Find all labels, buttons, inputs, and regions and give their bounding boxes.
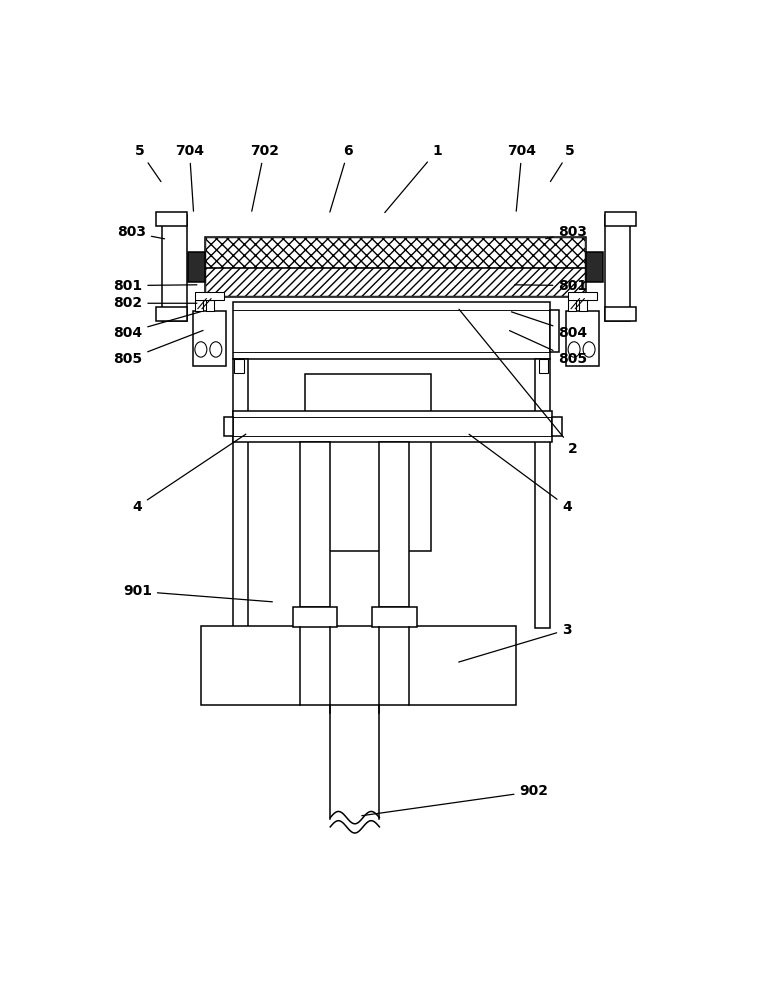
Text: 802: 802	[113, 296, 197, 310]
Circle shape	[209, 342, 222, 357]
Text: 803: 803	[117, 225, 165, 239]
Bar	[195, 300, 203, 311]
Bar	[233, 302, 550, 359]
Bar	[605, 307, 636, 321]
Bar	[567, 311, 599, 366]
Bar	[206, 238, 585, 268]
Bar	[605, 215, 631, 321]
Bar	[293, 607, 338, 627]
Bar	[305, 374, 431, 551]
Bar	[301, 442, 330, 607]
Text: 803: 803	[546, 225, 587, 239]
Text: 805: 805	[509, 331, 587, 366]
Bar	[586, 252, 603, 282]
Text: 3: 3	[458, 623, 572, 662]
Bar	[535, 359, 550, 628]
Text: 2: 2	[459, 309, 577, 456]
Circle shape	[583, 342, 595, 357]
Text: 704: 704	[507, 144, 536, 211]
Text: 902: 902	[362, 784, 549, 816]
Bar	[605, 212, 636, 226]
Bar	[162, 215, 187, 321]
Bar	[156, 307, 187, 321]
Bar	[202, 626, 516, 705]
Bar	[550, 310, 559, 352]
Text: 804: 804	[113, 312, 200, 340]
Bar	[234, 359, 244, 373]
Bar	[373, 607, 417, 627]
Text: 901: 901	[123, 584, 272, 602]
Text: 5: 5	[550, 144, 575, 182]
Bar	[233, 359, 248, 628]
Text: 801: 801	[113, 279, 197, 293]
Text: 1: 1	[385, 144, 442, 213]
Bar	[195, 292, 224, 300]
Text: 6: 6	[330, 144, 353, 212]
Text: 801: 801	[515, 279, 587, 293]
Text: 4: 4	[132, 434, 246, 514]
Circle shape	[568, 342, 580, 357]
Text: 805: 805	[113, 330, 203, 366]
Text: 702: 702	[250, 144, 279, 211]
Circle shape	[195, 342, 207, 357]
Bar	[189, 252, 205, 282]
Text: 804: 804	[512, 312, 587, 340]
Bar	[539, 359, 548, 373]
Bar	[568, 292, 598, 300]
Bar	[233, 411, 552, 442]
Bar	[552, 417, 561, 436]
Bar	[205, 237, 586, 297]
Text: 5: 5	[135, 144, 161, 182]
Bar	[223, 417, 233, 436]
Bar	[380, 442, 410, 607]
Bar	[206, 300, 214, 311]
Text: 4: 4	[469, 434, 572, 514]
Bar	[580, 300, 587, 311]
Text: 704: 704	[175, 144, 204, 211]
Bar	[193, 311, 226, 366]
Bar	[156, 212, 187, 226]
Bar	[568, 300, 576, 311]
Bar	[206, 268, 585, 296]
